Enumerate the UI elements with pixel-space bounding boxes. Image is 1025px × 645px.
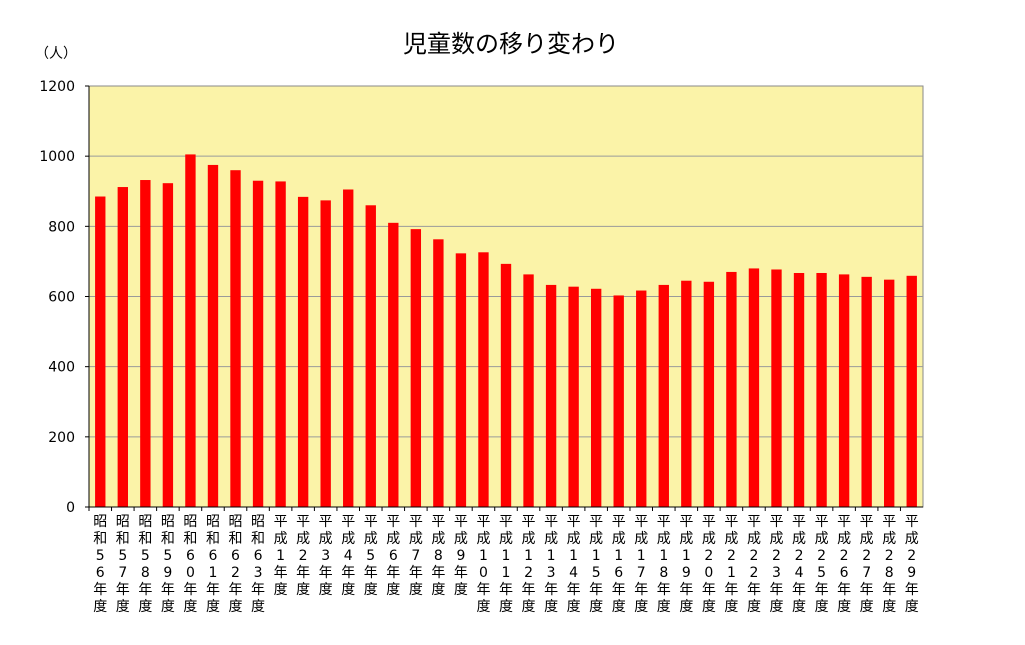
y-axis-ticks: 0 200 400 600 800 1000 1200: [39, 79, 89, 516]
bar: [658, 284, 669, 507]
x-tick-label: 平成 2 7 年度: [860, 514, 874, 615]
chart-title: 児童数の移り変わり: [403, 30, 619, 58]
bar: [320, 200, 331, 507]
x-tick-label: 平成 2 6 年度: [837, 514, 851, 615]
bar: [185, 154, 196, 507]
bar: [816, 272, 827, 507]
bar: [162, 183, 174, 507]
bar: [884, 279, 895, 507]
x-tick-label: 平成 7 年度: [409, 514, 423, 598]
bar: [726, 271, 737, 507]
x-tick-label: 昭和 6 2 年度: [229, 514, 243, 615]
y-axis-unit-label: （人）: [35, 46, 77, 62]
bar: [545, 284, 557, 507]
bar: [252, 180, 264, 507]
y-tick-label: 1200: [39, 79, 75, 95]
x-tick-label: 平成 2 3 年度: [769, 514, 783, 615]
bar: [343, 189, 354, 507]
x-tick-label: 昭和 6 1 年度: [206, 514, 220, 615]
x-tick-label: 平成 1 年度: [274, 514, 288, 598]
x-tick-label: 平成 3 年度: [319, 514, 333, 598]
bar: [117, 187, 128, 508]
bar: [365, 205, 376, 508]
bar: [838, 274, 850, 507]
x-tick-label: 昭和 5 7 年度: [116, 514, 130, 615]
bar: [230, 170, 241, 507]
x-tick-label: 平成 8 年度: [431, 514, 445, 598]
bar: [613, 295, 624, 507]
bar: [703, 281, 715, 507]
bar: [590, 288, 602, 507]
y-tick-label: 800: [48, 219, 75, 235]
bar: [207, 164, 219, 507]
x-tick-label: 平成 9 年度: [454, 514, 468, 598]
x-tick-label: 平成 1 9 年度: [679, 514, 693, 615]
bar: [95, 196, 106, 507]
bar: [455, 253, 467, 507]
bar: [568, 286, 579, 507]
x-tick-label: 平成 1 5 年度: [589, 514, 603, 615]
x-tick-label: 平成 1 8 年度: [657, 514, 671, 615]
x-tick-label: 平成 5 年度: [364, 514, 378, 598]
bar: [771, 269, 782, 507]
y-tick-label: 600: [48, 290, 75, 306]
bar: [523, 274, 534, 507]
x-tick-label: 平成 1 0 年度: [476, 514, 490, 615]
bar: [388, 222, 399, 507]
x-tick-label: 平成 2 0 年度: [702, 514, 716, 615]
x-tick-label: 昭和 6 3 年度: [251, 514, 265, 615]
x-tick-label: 平成 2 2 年度: [747, 514, 761, 615]
bar: [748, 268, 760, 507]
bars: [95, 154, 917, 508]
x-tick-label: 昭和 5 9 年度: [161, 514, 175, 615]
x-tick-label: 昭和 5 8 年度: [138, 514, 152, 615]
bar: [636, 290, 647, 507]
x-tick-label: 平成 1 6 年度: [612, 514, 626, 615]
x-tick-label: 平成 2 年度: [296, 514, 310, 598]
x-tick-label: 平成 1 2 年度: [522, 514, 536, 615]
x-tick-label: 平成 2 8 年度: [882, 514, 896, 615]
x-tick-label: 平成 1 1 年度: [499, 514, 513, 615]
bar: [478, 252, 489, 507]
y-tick-label: 0: [66, 500, 75, 516]
y-tick-label: 400: [48, 360, 75, 376]
y-tick-label: 200: [48, 430, 75, 446]
x-tick-label: 平成 1 4 年度: [567, 514, 581, 615]
x-tick-label: 平成 2 4 年度: [792, 514, 806, 615]
x-tick-label: 昭和 6 0 年度: [183, 514, 197, 615]
x-tick-label: 平成 1 3 年度: [544, 514, 558, 615]
bar: [861, 276, 872, 507]
bar: [793, 272, 805, 507]
bar: [275, 181, 286, 507]
x-tick-label: 平成 2 1 年度: [724, 514, 738, 615]
bar: [140, 180, 151, 508]
bar: [297, 196, 309, 507]
bar: [906, 275, 917, 507]
x-tick-label: 昭和 5 6 年度: [93, 514, 107, 615]
x-tick-label: 平成 2 9 年度: [905, 514, 919, 615]
bar: [410, 229, 422, 507]
bar: [433, 239, 444, 508]
y-tick-label: 1000: [39, 149, 75, 165]
x-tick-label: 平成 2 5 年度: [815, 514, 829, 615]
bar: [681, 280, 692, 507]
bar: [500, 263, 512, 507]
x-tick-label: 平成 6 年度: [386, 514, 400, 598]
x-tick-label: 平成 4 年度: [341, 514, 355, 598]
x-tick-label: 平成 1 7 年度: [634, 514, 648, 615]
